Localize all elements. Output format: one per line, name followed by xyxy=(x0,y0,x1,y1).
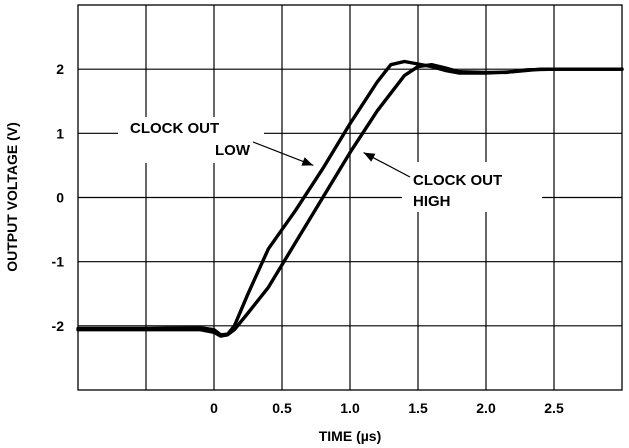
annotation-arrowhead xyxy=(301,157,314,166)
annotation-layer: CLOCK OUT LOW CLOCK OUT HIGH xyxy=(118,117,542,212)
x-tick-label: 1.5 xyxy=(408,400,428,416)
annotation-label: CLOCK OUT xyxy=(413,172,502,189)
x-tick-label: 2.5 xyxy=(544,400,564,416)
x-tick-label: 1.0 xyxy=(340,400,360,416)
plot-frame xyxy=(77,4,623,391)
series-layer xyxy=(76,59,624,338)
x-axis-label: TIME (µs) xyxy=(319,428,382,444)
y-tick-label: 2 xyxy=(56,61,64,77)
annotation-box xyxy=(402,162,542,212)
annotation-label: HIGH xyxy=(413,193,451,210)
y-tick-label: 0 xyxy=(56,190,64,206)
annotation-arrowhead xyxy=(363,152,376,162)
x-tick-label: 2.0 xyxy=(476,400,496,416)
y-tick-label: -2 xyxy=(52,318,65,334)
y-axis-label: OUTPUT VOLTAGE (V) xyxy=(4,122,20,272)
x-tick-label: 0 xyxy=(210,400,218,416)
annotation-label: CLOCK OUT xyxy=(130,120,219,137)
annotation-box xyxy=(118,117,264,163)
annotation-label: LOW xyxy=(215,142,251,159)
y-tick-label: -1 xyxy=(52,254,65,270)
y-tick-label: 1 xyxy=(56,125,64,141)
x-tick-label: 0.5 xyxy=(272,400,292,416)
series-line-2 xyxy=(76,63,624,338)
y-tick-labels: 2 1 0 -1 -2 xyxy=(52,61,65,334)
x-tick-labels: 0 0.5 1.0 1.5 2.0 2.5 xyxy=(210,400,564,416)
